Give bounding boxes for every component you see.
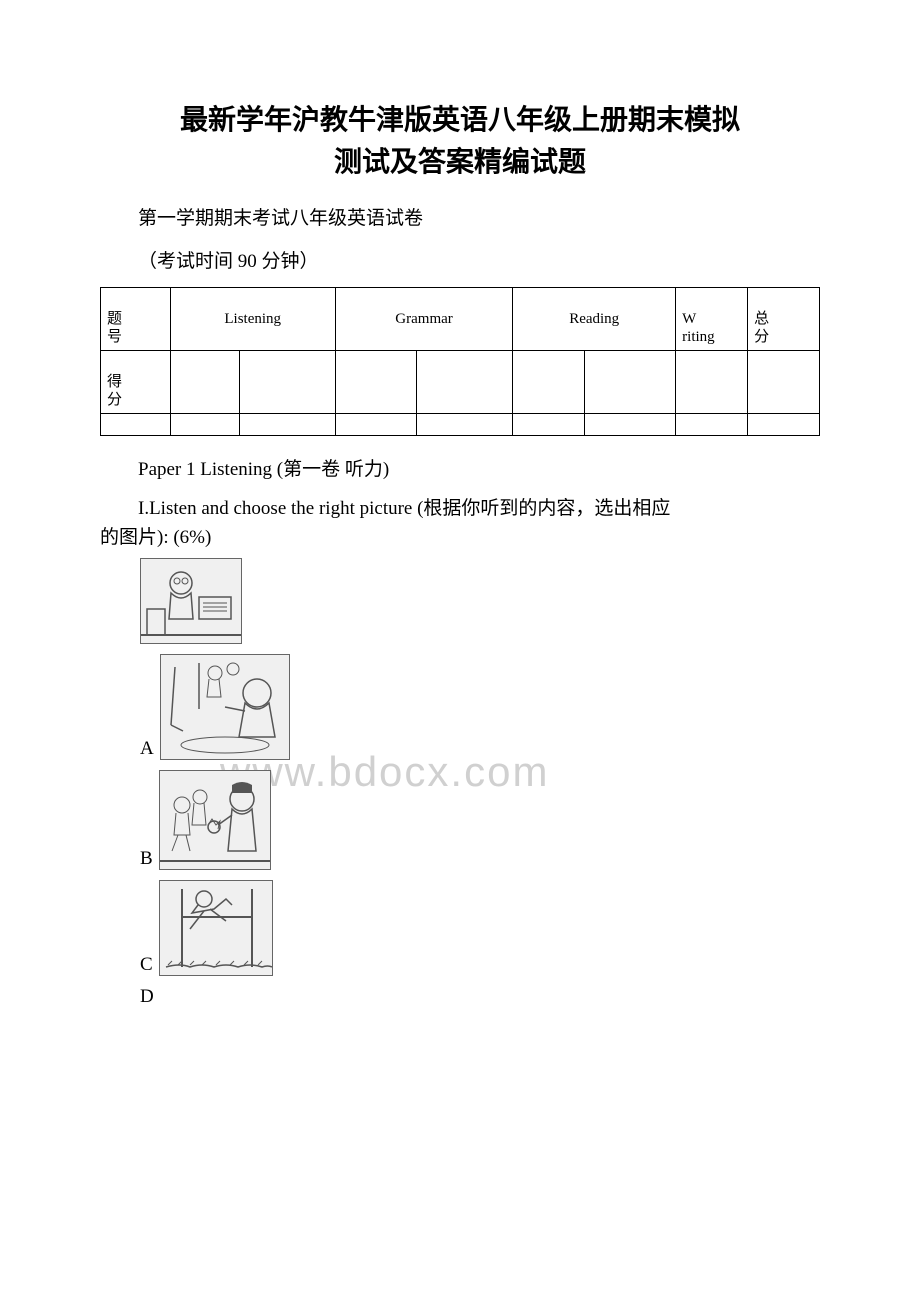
instruction-line-2: 的图片): (6%) xyxy=(100,527,211,548)
score-cell xyxy=(676,351,748,414)
picture-4 xyxy=(159,880,273,976)
empty-cell xyxy=(335,414,416,436)
instruction-text: I.Listen and choose the right picture (根… xyxy=(100,495,820,552)
image-row: A xyxy=(140,654,820,760)
score-cell xyxy=(585,351,676,414)
empty-cell xyxy=(513,414,585,436)
image-row: C xyxy=(140,880,820,976)
empty-cell xyxy=(748,414,820,436)
option-label-a: A xyxy=(140,738,154,760)
option-label-b: B xyxy=(140,848,153,870)
paper-title: Paper 1 Listening (第一卷 听力) xyxy=(100,454,820,481)
title-line-1: 最新学年沪教牛津版英语八年级上册期末模拟 xyxy=(180,105,740,136)
title-line-2: 测试及答案精编试题 xyxy=(334,147,586,178)
empty-cell xyxy=(585,414,676,436)
table-row: 得分 xyxy=(101,351,820,414)
image-row xyxy=(140,558,820,644)
subtitle: 第一学期期末考试八年级英语试卷 xyxy=(100,204,820,234)
option-label-d: D xyxy=(140,986,814,1008)
section-listening: Listening xyxy=(170,288,335,351)
score-cell xyxy=(170,351,240,414)
empty-cell xyxy=(240,414,336,436)
section-grammar: Grammar xyxy=(335,288,512,351)
picture-3 xyxy=(159,770,271,870)
instruction-line-1: I.Listen and choose the right picture (根… xyxy=(100,495,670,524)
image-row: B xyxy=(140,770,820,870)
section-writing: Writing xyxy=(676,288,748,351)
score-cell xyxy=(748,351,820,414)
section-reading: Reading xyxy=(513,288,676,351)
table-row: 题号 Listening Grammar Reading Writing 总分 xyxy=(101,288,820,351)
option-label-c: C xyxy=(140,954,153,976)
score-cell xyxy=(335,351,416,414)
score-table: 题号 Listening Grammar Reading Writing 总分 … xyxy=(100,287,820,436)
score-cell xyxy=(513,351,585,414)
empty-cell xyxy=(101,414,171,436)
score-cell xyxy=(240,351,336,414)
page-title: 最新学年沪教牛津版英语八年级上册期末模拟 测试及答案精编试题 xyxy=(100,100,820,184)
empty-cell xyxy=(417,414,513,436)
images-area: A B xyxy=(100,558,820,1008)
row-label-col: 题号 xyxy=(101,288,171,351)
empty-cell xyxy=(170,414,240,436)
picture-2 xyxy=(160,654,290,760)
score-cell xyxy=(417,351,513,414)
exam-time: （考试时间 90 分钟） xyxy=(100,246,820,273)
picture-1 xyxy=(140,558,242,644)
row-label-col: 得分 xyxy=(101,351,171,414)
table-row xyxy=(101,414,820,436)
empty-cell xyxy=(676,414,748,436)
section-total: 总分 xyxy=(748,288,820,351)
